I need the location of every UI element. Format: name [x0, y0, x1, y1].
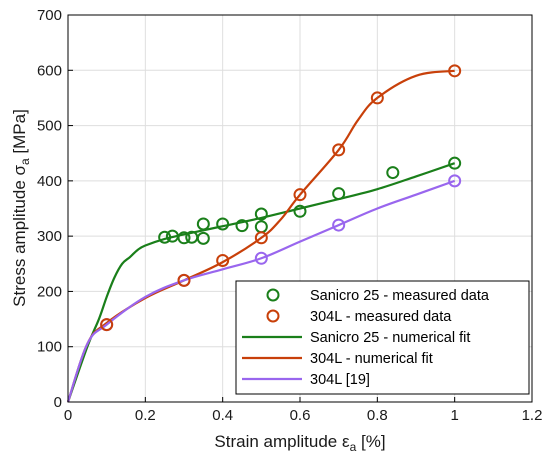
- legend-item-304l-19: 304L [19]: [242, 372, 370, 388]
- legend-label: 304L [19]: [310, 372, 370, 388]
- sanicro-25-measured-data-marker: [254, 207, 268, 221]
- 304l-measured-data-marker: [100, 318, 114, 332]
- y-tick-label: 600: [37, 62, 62, 79]
- 304l-measured-data-marker: [448, 64, 462, 78]
- sanicro-25-measured-data-marker: [332, 187, 346, 201]
- sanicro-25-measured-data-marker: [386, 166, 400, 180]
- x-axis-label-main: Strain amplitude ε: [214, 432, 350, 451]
- y-tick-label: 500: [37, 118, 62, 135]
- y-axis-label-unit: [MPa]: [10, 109, 29, 158]
- x-tick-label: 1: [450, 407, 458, 424]
- plot-frame: [67, 14, 533, 403]
- sanicro-25-measured-data-marker: [158, 230, 172, 244]
- sanicro-25-measured-data-marker: [216, 217, 230, 231]
- tick-labels: 0 0.2 0.4 0.6 0.8 1 1.2 0 100 200 300 400 500 600 700: [37, 7, 542, 424]
- 304l-19-marker: [254, 251, 268, 265]
- sanicro-25-measured-data-marker: [196, 217, 210, 231]
- x-tick-label: 0: [64, 407, 72, 424]
- sanicro-25-measured-data-marker: [196, 231, 210, 245]
- x-axis-label: Strain amplitude εa [%]: [214, 432, 385, 454]
- legend-marker: [266, 288, 280, 302]
- legend-item-304l-numerical-fit: 304L - numerical fit: [242, 351, 433, 367]
- legend-label: Sanicro 25 - measured data: [310, 288, 490, 304]
- legend-label: 304L - measured data: [310, 309, 452, 325]
- x-tick-label: 1.2: [522, 407, 543, 424]
- 304l-measured-data-marker: [254, 231, 268, 245]
- sanicro-25-measured-data-marker: [448, 156, 462, 170]
- y-tick-label: 0: [54, 394, 62, 411]
- legend-item-sanicro-25-numerical-fit: Sanicro 25 - numerical fit: [242, 330, 470, 346]
- x-axis-label-unit: [%]: [356, 432, 385, 451]
- sanicro-25-measured-data-marker: [293, 204, 307, 218]
- legend-label: 304L - numerical fit: [310, 351, 433, 367]
- legend-item-sanicro-25-measured-data: Sanicro 25 - measured data: [266, 288, 490, 304]
- y-tick-label: 100: [37, 339, 62, 356]
- y-axis-label-subscript: a: [18, 158, 32, 165]
- sanicro-25-measured-data-marker: [235, 219, 249, 233]
- sanicro-25-measured-data-marker: [177, 231, 191, 245]
- y-axis-label-main: Stress amplitude σ: [10, 164, 29, 306]
- legend-item-304l-measured-data: 304L - measured data: [266, 309, 452, 325]
- 304l-19-line: [66, 179, 456, 403]
- legend: Sanicro 25 - measured data 304L - measure…: [235, 280, 530, 395]
- series-304l-measured-data: [100, 64, 462, 332]
- legend-marker: [266, 309, 280, 323]
- x-tick-label: 0.2: [135, 407, 156, 424]
- 304l-19-marker: [448, 174, 462, 188]
- 304l-measured-data-marker: [293, 188, 307, 202]
- x-tick-label: 0.4: [212, 407, 233, 424]
- series-layer: [66, 64, 462, 403]
- x-axis-label-subscript: a: [350, 440, 357, 454]
- y-tick-label: 200: [37, 283, 62, 300]
- y-axis-label: Stress amplitude σa [MPa]: [10, 109, 32, 307]
- y-tick-label: 400: [37, 173, 62, 190]
- 304l-19-marker: [332, 218, 346, 232]
- y-tick-label: 300: [37, 228, 62, 245]
- 304l-measured-data-marker: [370, 91, 384, 105]
- y-tick-label: 700: [37, 7, 62, 24]
- 304l-measured-data-marker: [332, 143, 346, 157]
- 304l-measured-data-marker: [177, 273, 191, 287]
- 304l-measured-data-marker: [216, 253, 230, 267]
- x-tick-label: 0.8: [367, 407, 388, 424]
- legend-label: Sanicro 25 - numerical fit: [310, 330, 470, 346]
- x-tick-label: 0.6: [290, 407, 311, 424]
